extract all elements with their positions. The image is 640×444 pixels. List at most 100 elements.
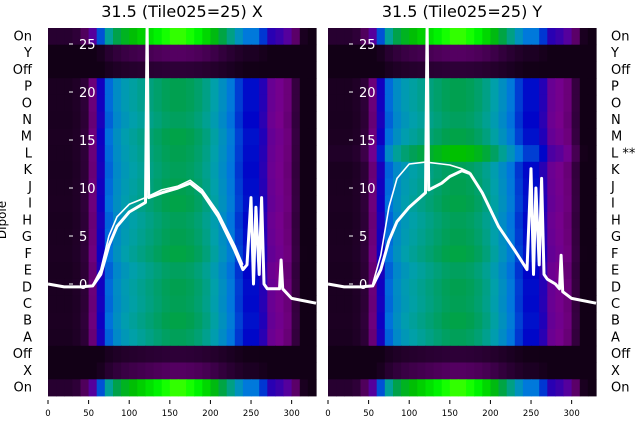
heatmap-cell bbox=[307, 128, 317, 146]
heatmap-cell bbox=[401, 295, 410, 313]
heatmap-cell bbox=[384, 28, 394, 46]
heatmap-cell bbox=[539, 295, 548, 313]
heatmap-cell bbox=[72, 178, 82, 196]
heatmap-cell bbox=[579, 145, 589, 163]
heatmap-cell bbox=[368, 28, 378, 46]
heatmap-cell bbox=[401, 61, 410, 79]
heatmap-cell bbox=[579, 362, 589, 380]
heatmap-cell bbox=[571, 329, 581, 347]
heatmap-cell bbox=[376, 212, 386, 230]
row-label: J bbox=[610, 180, 615, 195]
heatmap-cell bbox=[344, 44, 353, 62]
heatmap-cell bbox=[457, 128, 467, 146]
heatmap-cell bbox=[344, 262, 353, 280]
heatmap-cell bbox=[234, 78, 244, 96]
heatmap-cell bbox=[409, 161, 418, 179]
heatmap-cell bbox=[121, 28, 130, 46]
heatmap-cell bbox=[474, 262, 483, 280]
heatmap-cell bbox=[275, 161, 285, 179]
heatmap-cell bbox=[336, 128, 345, 146]
heatmap-cell bbox=[490, 262, 500, 280]
heatmap-cell bbox=[401, 145, 410, 163]
heatmap-cell bbox=[539, 145, 548, 163]
heatmap-cell bbox=[210, 128, 220, 146]
heatmap-cell bbox=[555, 228, 565, 246]
heatmap-cell bbox=[547, 212, 556, 230]
heatmap-cell bbox=[417, 78, 426, 96]
heatmap-cell bbox=[234, 345, 244, 363]
heatmap-cell bbox=[579, 161, 589, 179]
heatmap-cell bbox=[88, 145, 98, 163]
heatmap-cell bbox=[234, 178, 244, 196]
heatmap-cell bbox=[474, 312, 483, 330]
heatmap-cell bbox=[555, 44, 565, 62]
heatmap-cell bbox=[433, 44, 443, 62]
heatmap-cell bbox=[202, 128, 211, 146]
heatmap-cell bbox=[145, 345, 155, 363]
heatmap-cell bbox=[259, 128, 268, 146]
heatmap-cell bbox=[352, 295, 362, 313]
heatmap-cell bbox=[153, 228, 163, 246]
heatmap-cell bbox=[547, 94, 556, 112]
heatmap-cell bbox=[226, 145, 236, 163]
heatmap-cell bbox=[506, 195, 516, 213]
heatmap-cell bbox=[80, 78, 90, 96]
heatmap-cell bbox=[531, 145, 540, 163]
heatmap-cell bbox=[251, 61, 260, 79]
heatmap-cell bbox=[113, 111, 122, 129]
heatmap-cell bbox=[417, 145, 426, 163]
heatmap-cell bbox=[121, 111, 130, 129]
heatmap-cell bbox=[466, 28, 475, 46]
heatmap-cell bbox=[522, 345, 532, 363]
heatmap-cell bbox=[368, 278, 378, 296]
heatmap-cell bbox=[80, 178, 90, 196]
heatmap-cell bbox=[466, 295, 475, 313]
heatmap-cell bbox=[368, 228, 378, 246]
heatmap-cell bbox=[275, 128, 285, 146]
heatmap-cell bbox=[129, 345, 138, 363]
heatmap-cell bbox=[48, 44, 57, 62]
heatmap-cell bbox=[186, 212, 195, 230]
heatmap-cell bbox=[169, 262, 179, 280]
heatmap-cell bbox=[563, 145, 573, 163]
heatmap-cell bbox=[210, 161, 220, 179]
heatmap-cell bbox=[202, 312, 211, 330]
heatmap-cell bbox=[514, 44, 524, 62]
heatmap-cell bbox=[352, 212, 362, 230]
heatmap-cell bbox=[145, 44, 155, 62]
heatmap-cell bbox=[72, 111, 82, 129]
heatmap-cell bbox=[56, 345, 65, 363]
heatmap-cell bbox=[531, 28, 540, 46]
heatmap-cell bbox=[433, 262, 443, 280]
heatmap-cell bbox=[88, 28, 98, 46]
heatmap-cell bbox=[234, 278, 244, 296]
heatmap-cell bbox=[186, 178, 195, 196]
heatmap-cell bbox=[498, 61, 508, 79]
heatmap-cell bbox=[291, 61, 301, 79]
heatmap-cell bbox=[210, 278, 220, 296]
heatmap-cell bbox=[360, 44, 370, 62]
heatmap-cell bbox=[186, 94, 195, 112]
heatmap-cell bbox=[498, 212, 508, 230]
heatmap-cell bbox=[202, 295, 211, 313]
heatmap-cell bbox=[433, 345, 443, 363]
heatmap-cell bbox=[555, 178, 565, 196]
heatmap-cell bbox=[299, 145, 309, 163]
heatmap-cell bbox=[449, 312, 459, 330]
heatmap-cell bbox=[234, 295, 244, 313]
heatmap-cell bbox=[169, 345, 179, 363]
heatmap-cell bbox=[506, 94, 516, 112]
heatmap-cell bbox=[555, 362, 565, 380]
heatmap-cell bbox=[587, 312, 597, 330]
heatmap-cell bbox=[376, 28, 386, 46]
heatmap-cell bbox=[368, 111, 378, 129]
heatmap-cell bbox=[433, 278, 443, 296]
heatmap-cell bbox=[291, 212, 301, 230]
heatmap-cell bbox=[449, 278, 459, 296]
heatmap-cell bbox=[449, 329, 459, 347]
heatmap-cell bbox=[490, 111, 500, 129]
heatmap-cell bbox=[104, 111, 114, 129]
heatmap-cell bbox=[506, 278, 516, 296]
heatmap-cell bbox=[153, 195, 163, 213]
